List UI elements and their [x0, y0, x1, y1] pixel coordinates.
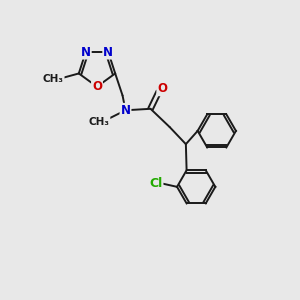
Text: Cl: Cl — [149, 177, 163, 190]
Text: CH₃: CH₃ — [43, 74, 64, 84]
Text: N: N — [103, 46, 113, 59]
Text: O: O — [157, 82, 167, 95]
Text: N: N — [81, 46, 91, 59]
Text: N: N — [121, 104, 130, 117]
Text: CH₃: CH₃ — [88, 117, 110, 127]
Text: O: O — [92, 80, 102, 93]
